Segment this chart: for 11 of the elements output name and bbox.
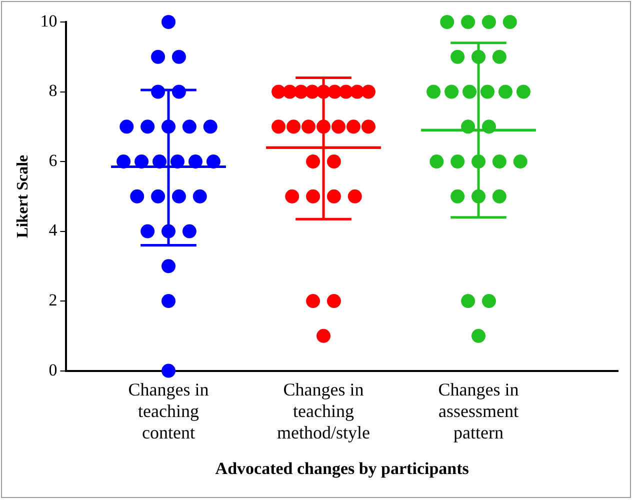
y-axis-title: Likert Scale [14, 154, 32, 238]
y-tick-label: 4 [48, 220, 58, 240]
y-tick-label: 8 [48, 81, 58, 100]
x-tick-label: Changes in teaching content [128, 379, 209, 443]
x-axis-title: Advocated changes by participants [215, 459, 470, 478]
x-tick-label: Changes in teaching method/style [277, 379, 370, 443]
y-tick-label: 0 [48, 360, 58, 380]
x-tick-label: Changes in assessment pattern [438, 379, 519, 443]
y-tick-label: 6 [48, 150, 58, 170]
y-tick-label: 2 [48, 290, 58, 310]
y-tick-label: 10 [40, 11, 58, 30]
